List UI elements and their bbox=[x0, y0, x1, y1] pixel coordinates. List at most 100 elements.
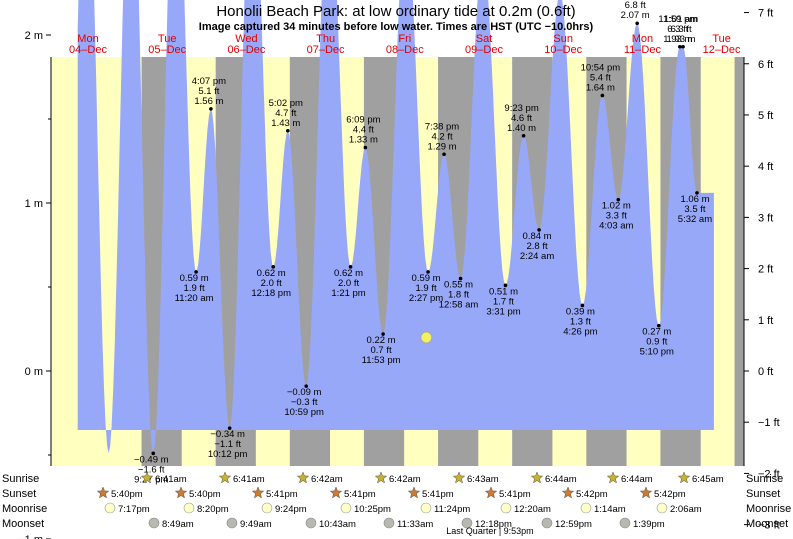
left-tick-label: 2 m bbox=[25, 30, 43, 42]
tide-label: 2.07 m bbox=[621, 10, 650, 21]
row-label-right: Moonrise bbox=[746, 503, 791, 515]
row-label-right: Moonset bbox=[746, 518, 788, 530]
day-name: Mon bbox=[77, 33, 98, 45]
moonrise-icon bbox=[183, 502, 195, 514]
tide-label: 6.3 ft bbox=[670, 24, 691, 35]
tide-label: 0.9 ft bbox=[646, 337, 667, 348]
tide-label: 5.4 ft bbox=[590, 72, 611, 83]
sunset-time: 5:41pm bbox=[266, 489, 298, 500]
sunset-time: 5:42pm bbox=[654, 489, 686, 500]
tide-label: 4.7 ft bbox=[275, 108, 296, 119]
tide-event: 7:38 pm4.2 ft1.29 m bbox=[425, 121, 459, 157]
moonset-time: 12:18pm bbox=[475, 519, 512, 530]
tide-label: 11:59 pm bbox=[658, 14, 697, 25]
low-tide-point bbox=[304, 384, 308, 388]
sunrise-icon bbox=[452, 471, 466, 484]
moonset-icon bbox=[461, 517, 473, 529]
sun-moon-rows: Sunrise Sunrise Sunset Sunset Moonrise Moonri… bbox=[2, 471, 791, 530]
moonset-time: 1:39pm bbox=[633, 519, 665, 530]
tide-label: 0.7 ft bbox=[371, 345, 392, 356]
moon-phase-note: Last Quarter | 9:53pm bbox=[446, 526, 533, 536]
tide-label: 10:54 pm bbox=[581, 62, 621, 73]
moonset-icon bbox=[619, 517, 631, 529]
high-tide-point bbox=[678, 44, 682, 49]
chart-subtitle: Image captured 34 minutes before low wat… bbox=[199, 21, 594, 33]
moonrise-icon bbox=[656, 502, 668, 514]
tide-event: 10:54 pm5.4 ft1.64 m bbox=[581, 62, 621, 98]
row-label-right: Sunset bbox=[746, 488, 780, 500]
tide-label: 9:27 pm bbox=[134, 474, 168, 485]
sunrise-time: 6:45am bbox=[692, 474, 724, 485]
high-tide-point bbox=[442, 152, 446, 157]
sunset-icon bbox=[484, 486, 498, 499]
tide-label: 4:07 pm bbox=[192, 76, 226, 87]
right-tick-label: 1 ft bbox=[758, 315, 773, 327]
sunrise-time: 6:42am bbox=[389, 474, 421, 485]
tide-label: 6.3 ft bbox=[667, 24, 688, 35]
sunrise-icon bbox=[218, 471, 232, 484]
tide-label: 1.8 ft bbox=[448, 290, 469, 301]
moonset-icon bbox=[148, 517, 160, 529]
sunset-icon bbox=[561, 486, 575, 499]
tide-label: 11:20 am bbox=[175, 293, 214, 304]
tide-label: 5:10 pm bbox=[640, 347, 674, 358]
sunset-icon bbox=[407, 486, 421, 499]
day-date: 07–Dec bbox=[307, 44, 345, 56]
day-name: Fri bbox=[398, 33, 411, 45]
tide-label: 1.9 ft bbox=[184, 283, 205, 294]
tide-label: −0.3 ft bbox=[291, 397, 318, 408]
tide-label: 2.0 ft bbox=[261, 278, 282, 289]
tide-label: 3.3 ft bbox=[606, 211, 627, 222]
sunset-icon bbox=[251, 486, 265, 499]
tide-curve-area bbox=[77, 0, 714, 454]
sunset-time: 5:41pm bbox=[422, 489, 454, 500]
tide-label: 5.1 ft bbox=[198, 86, 219, 97]
low-tide-point bbox=[580, 303, 585, 308]
tide-label: 4.4 ft bbox=[353, 125, 374, 136]
tide-label: 0.62 m bbox=[334, 268, 363, 279]
tide-event: 1.06 m3.5 ft5:32 am bbox=[678, 191, 712, 225]
day-date: 09–Dec bbox=[465, 44, 503, 56]
sunrise-icon bbox=[140, 471, 154, 484]
tide-event: 10:10 am6.8 ft2.07 m bbox=[615, 0, 655, 26]
high-tide-point bbox=[635, 21, 639, 26]
low-tide-point bbox=[348, 265, 353, 269]
tide-label: 0.84 m bbox=[523, 231, 552, 242]
tide-event: 4:07 pm5.1 ft1.56 m bbox=[192, 76, 226, 111]
tide-event: 0.84 m2.8 ft2:24 am bbox=[520, 228, 554, 262]
tide-label: 12:18 pm bbox=[251, 288, 291, 299]
sunset-icon bbox=[639, 486, 653, 499]
sunrise-time: 6:41am bbox=[233, 474, 265, 485]
tide-label: 1:01 am bbox=[664, 14, 698, 25]
sunrise-time: 6:44am bbox=[545, 474, 577, 485]
row-label-left: Moonset bbox=[2, 518, 44, 530]
row-label-left: Sunrise bbox=[2, 473, 39, 485]
tide-event: 0.62 m2.0 ft1:21 pm bbox=[331, 265, 366, 299]
chart-title: Honolii Beach Park: at low ordinary tide… bbox=[216, 3, 575, 20]
moonset-icon bbox=[305, 517, 317, 529]
high-tide-point bbox=[521, 134, 526, 138]
right-tick-label: 7 ft bbox=[758, 8, 773, 20]
sunset-time: 5:40pm bbox=[189, 489, 221, 500]
right-tick-label: 6 ft bbox=[758, 59, 773, 71]
sunrise-time: 6:43am bbox=[467, 474, 499, 485]
low-tide-point bbox=[426, 270, 430, 274]
tide-label: 11:53 pm bbox=[362, 355, 401, 366]
tide-label: 0.59 m bbox=[412, 273, 441, 284]
tide-event: 1:01 am6.3 ft1.93 m bbox=[664, 14, 698, 49]
moonrise-icon bbox=[104, 502, 116, 514]
sunrise-icon bbox=[530, 471, 544, 484]
tide-event: 6:09 pm4.4 ft1.33 m bbox=[346, 115, 381, 150]
tide-label: 3.5 ft bbox=[684, 204, 705, 215]
moonset-time: 10:43am bbox=[319, 519, 356, 530]
low-tide-point bbox=[381, 332, 385, 336]
tide-event: 0.27 m0.9 ft5:10 pm bbox=[640, 323, 674, 358]
tide-label: −0.09 m bbox=[287, 387, 322, 398]
sunrise-icon bbox=[374, 471, 388, 484]
moonrise-icon bbox=[261, 502, 273, 514]
